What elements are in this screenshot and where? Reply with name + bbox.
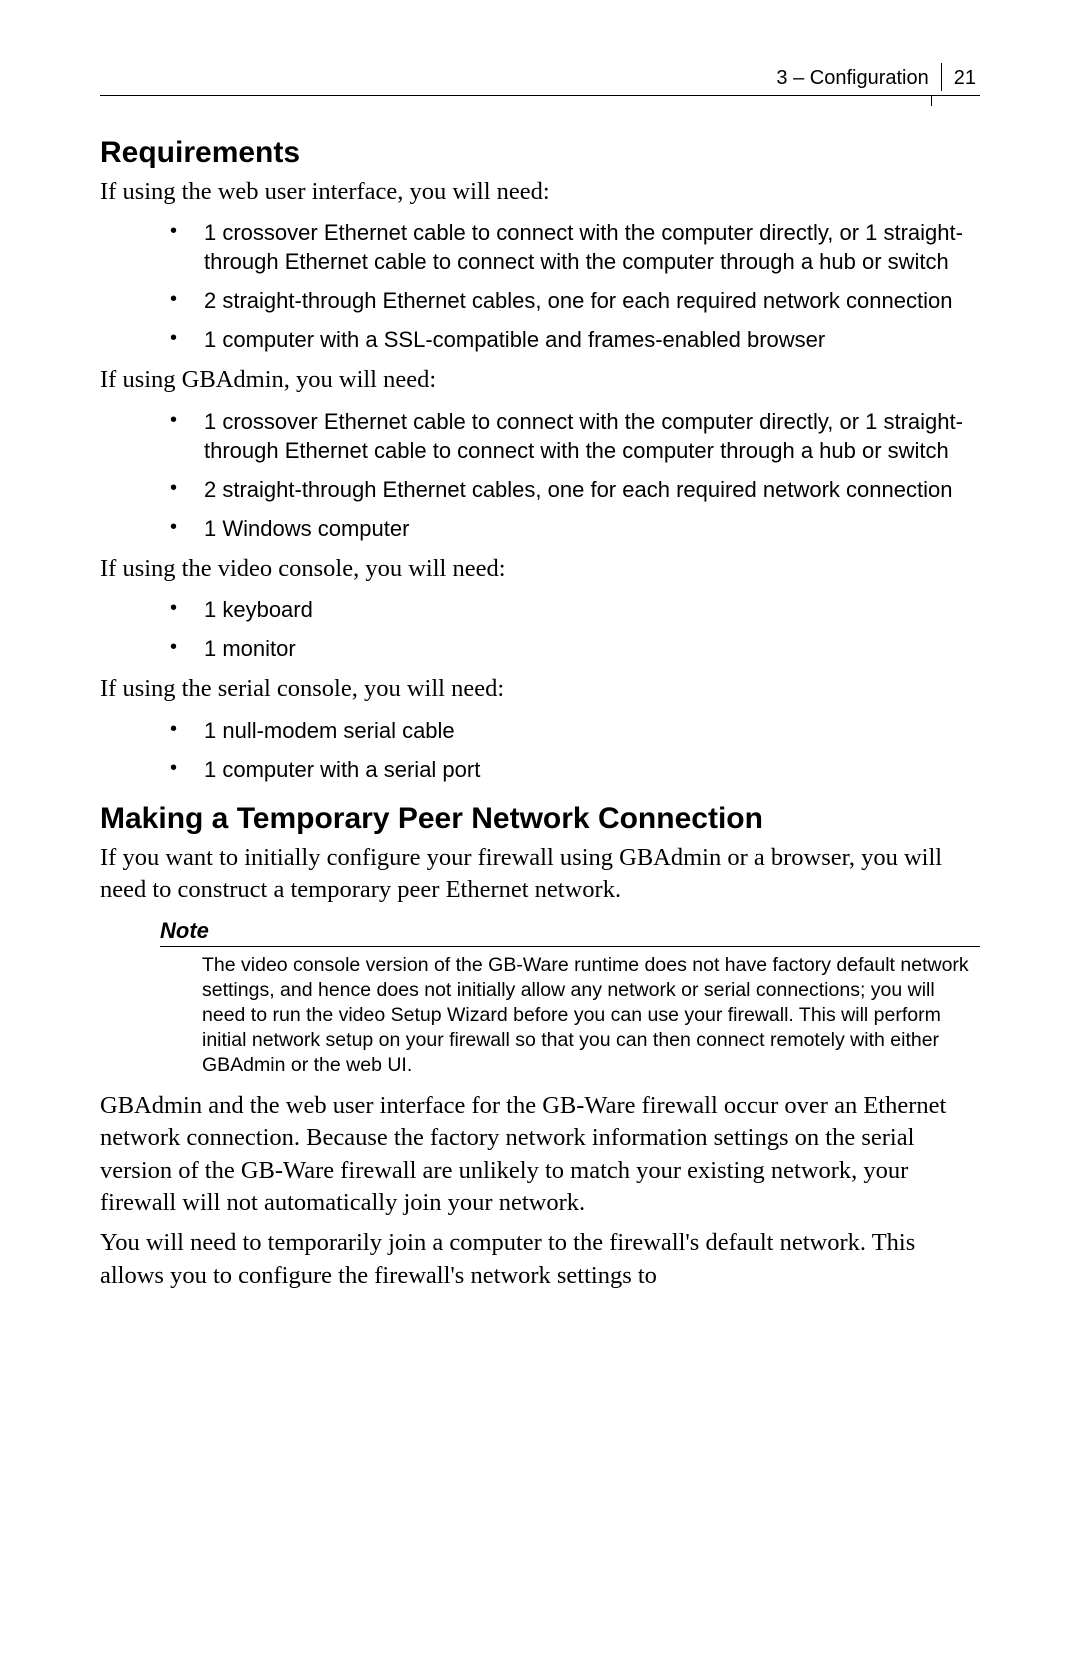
web-intro: If using the web user interface, you wil… (100, 176, 980, 208)
peer-para3: You will need to temporarily join a comp… (100, 1227, 980, 1292)
video-list: 1 keyboard 1 monitor (100, 595, 980, 663)
peer-heading: Making a Temporary Peer Network Connecti… (100, 802, 980, 836)
list-item: 2 straight-through Ethernet cables, one … (100, 475, 980, 504)
note-label: Note (160, 918, 980, 944)
list-item: 1 crossover Ethernet cable to connect wi… (100, 407, 980, 465)
chapter-title: Configuration (810, 67, 929, 89)
web-list: 1 crossover Ethernet cable to connect wi… (100, 218, 980, 354)
header-rule (100, 95, 980, 96)
video-intro: If using the video console, you will nee… (100, 553, 980, 585)
list-item: 1 keyboard (100, 595, 980, 624)
peer-para2: GBAdmin and the web user interface for t… (100, 1090, 980, 1219)
note-block: Note The video console version of the GB… (160, 918, 980, 1078)
header-chapter: 3 – Configuration (776, 67, 940, 90)
page-header: 3 – Configuration 21 (100, 65, 980, 91)
list-item: 1 null-modem serial cable (100, 716, 980, 745)
list-item: 1 monitor (100, 634, 980, 663)
list-item: 1 crossover Ethernet cable to connect wi… (100, 218, 980, 276)
list-item: 1 computer with a serial port (100, 755, 980, 784)
gbadmin-intro: If using GBAdmin, you will need: (100, 364, 980, 396)
requirements-heading: Requirements (100, 136, 980, 170)
gbadmin-list: 1 crossover Ethernet cable to connect wi… (100, 407, 980, 543)
note-body: The video console version of the GB-Ware… (160, 953, 980, 1078)
page-number: 21 (942, 67, 976, 90)
serial-list: 1 null-modem serial cable 1 computer wit… (100, 716, 980, 784)
list-item: 1 computer with a SSL-compatible and fra… (100, 325, 980, 354)
chapter-prefix: 3 – (776, 67, 809, 89)
document-page: 3 – Configuration 21 Requirements If usi… (0, 0, 1080, 1669)
list-item: 2 straight-through Ethernet cables, one … (100, 286, 980, 315)
list-item: 1 Windows computer (100, 514, 980, 543)
serial-intro: If using the serial console, you will ne… (100, 673, 980, 705)
peer-intro: If you want to initially configure your … (100, 842, 980, 907)
note-rule (160, 946, 980, 947)
